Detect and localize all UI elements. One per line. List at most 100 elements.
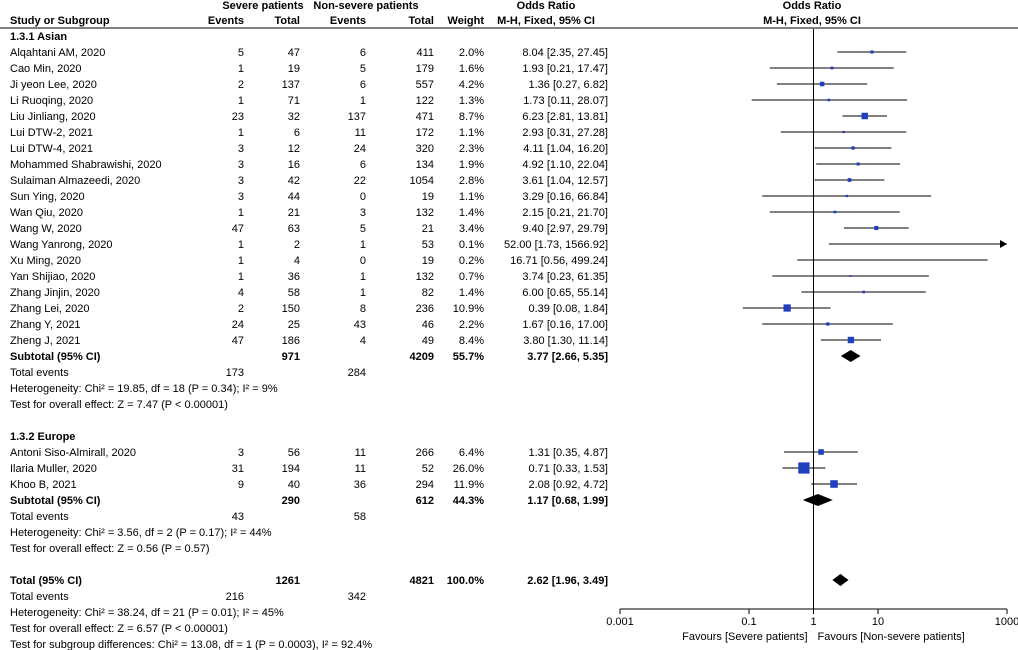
- subtotal-total-severe: 971: [282, 351, 300, 363]
- study-marker: [856, 162, 860, 166]
- cell-total-nonsevere: 19: [422, 255, 434, 267]
- study-marker: [847, 178, 852, 182]
- study-name: Sulaiman Almazeedi, 2020: [10, 175, 140, 187]
- cell-events-severe: 5: [238, 47, 244, 59]
- cell-total-severe: 16: [288, 159, 300, 171]
- subgroup-total-events-nonsevere: 58: [354, 511, 366, 523]
- total-label: Total (95% CI): [10, 575, 82, 587]
- x-tick-label: 0.001: [606, 616, 634, 628]
- study-name: Khoo B, 2021: [10, 479, 77, 491]
- cell-total-nonsevere: 132: [416, 207, 434, 219]
- cell-odds-ratio: 1.93 [0.21, 17.47]: [522, 63, 608, 75]
- cell-weight: 1.4%: [459, 287, 484, 299]
- subtotal-odds-ratio: 1.17 [0.68, 1.99]: [527, 495, 608, 507]
- cell-events-nonsevere: 6: [360, 159, 366, 171]
- cell-total-nonsevere: 122: [416, 95, 434, 107]
- x-tick-label: 1: [810, 616, 816, 628]
- cell-total-nonsevere: 179: [416, 63, 434, 75]
- total-events-nonsevere: 342: [348, 591, 366, 603]
- cell-total-severe: 25: [288, 319, 300, 331]
- total-overall-effect: Test for overall effect: Z = 6.57 (P < 0…: [10, 623, 228, 635]
- study-name: Cao Min, 2020: [10, 63, 82, 75]
- cell-events-nonsevere: 6: [360, 47, 366, 59]
- header-total-severe: Total: [275, 15, 300, 27]
- cell-weight: 4.2%: [459, 79, 484, 91]
- cell-total-severe: 137: [282, 79, 300, 91]
- cell-events-severe: 4: [238, 287, 244, 299]
- study-marker: [798, 462, 810, 474]
- cell-weight: 8.4%: [459, 335, 484, 347]
- cell-events-severe: 47: [232, 223, 244, 235]
- study-marker: [783, 304, 791, 312]
- header-severe-group: Severe patients: [222, 0, 303, 12]
- study-marker: [862, 290, 865, 294]
- cell-events-severe: 3: [238, 175, 244, 187]
- cell-total-nonsevere: 236: [416, 303, 434, 315]
- study-marker: [818, 449, 824, 455]
- cell-total-severe: 4: [294, 255, 300, 267]
- cell-total-severe: 21: [288, 207, 300, 219]
- study-name: Zhang Lei, 2020: [10, 303, 90, 315]
- cell-events-nonsevere: 1: [360, 239, 366, 251]
- header-total-nonsevere: Total: [409, 15, 434, 27]
- cell-weight: 1.6%: [459, 63, 484, 75]
- cell-weight: 8.7%: [459, 111, 484, 123]
- subtotal-total-nonsevere: 4209: [410, 351, 434, 363]
- study-name: Alqahtani AM, 2020: [10, 47, 105, 59]
- subtotal-odds-ratio: 3.77 [2.66, 5.35]: [527, 351, 608, 363]
- study-marker: [830, 480, 838, 488]
- cell-events-severe: 2: [238, 303, 244, 315]
- total-events-label: Total events: [10, 591, 69, 603]
- cell-total-severe: 12: [288, 143, 300, 155]
- cell-total-severe: 58: [288, 287, 300, 299]
- cell-weight: 26.0%: [453, 463, 484, 475]
- cell-total-severe: 44: [288, 191, 300, 203]
- study-name: Wan Qiu, 2020: [10, 207, 83, 219]
- cell-odds-ratio: 4.92 [1.10, 22.04]: [522, 159, 608, 171]
- cell-weight: 1.1%: [459, 127, 484, 139]
- cell-odds-ratio: 2.08 [0.92, 4.72]: [528, 479, 608, 491]
- cell-events-nonsevere: 36: [354, 479, 366, 491]
- cell-total-severe: 36: [288, 271, 300, 283]
- cell-events-severe: 1: [238, 95, 244, 107]
- header-method-table: M-H, Fixed, 95% CI: [497, 15, 595, 27]
- study-marker: [845, 194, 849, 198]
- x-tick-label: 10: [872, 616, 884, 628]
- cell-odds-ratio: 2.15 [0.21, 21.70]: [522, 207, 608, 219]
- ci-arrow: [1000, 240, 1007, 248]
- cell-events-severe: 31: [232, 463, 244, 475]
- cell-total-nonsevere: 19: [422, 191, 434, 203]
- cell-total-nonsevere: 82: [422, 287, 434, 299]
- study-name: Antoni Siso-Almirall, 2020: [10, 447, 136, 459]
- cell-events-nonsevere: 1: [360, 271, 366, 283]
- subgroup-heterogeneity: Heterogeneity: Chi² = 3.56, df = 2 (P = …: [10, 527, 272, 539]
- study-name: Lui DTW-2, 2021: [10, 127, 93, 139]
- cell-events-nonsevere: 3: [360, 207, 366, 219]
- header-study: Study or Subgroup: [10, 15, 110, 27]
- total-total-nonsevere: 4821: [410, 575, 434, 587]
- favours-right-label: Favours [Non-severe patients]: [818, 631, 965, 643]
- total-heterogeneity: Heterogeneity: Chi² = 38.24, df = 21 (P …: [10, 607, 284, 619]
- cell-odds-ratio: 4.11 [1.04, 16.20]: [523, 143, 608, 155]
- cell-events-nonsevere: 0: [360, 191, 366, 203]
- cell-total-severe: 56: [288, 447, 300, 459]
- subtotal-diamond: [802, 494, 833, 506]
- subgroup-heterogeneity: Heterogeneity: Chi² = 19.85, df = 18 (P …: [10, 383, 278, 395]
- cell-events-severe: 1: [238, 127, 244, 139]
- cell-weight: 0.7%: [459, 271, 484, 283]
- favours-left-label: Favours [Severe patients]: [682, 631, 807, 643]
- cell-total-severe: 63: [288, 223, 300, 235]
- study-name: Zhang Y, 2021: [10, 319, 81, 331]
- cell-events-nonsevere: 5: [360, 63, 366, 75]
- cell-events-nonsevere: 11: [355, 447, 366, 459]
- subgroup-differences: Test for subgroup differences: Chi² = 13…: [10, 639, 372, 650]
- cell-total-severe: 42: [288, 175, 300, 187]
- subgroup-title: 1.3.2 Europe: [10, 431, 75, 443]
- cell-events-nonsevere: 24: [354, 143, 366, 155]
- subtotal-diamond: [840, 350, 861, 362]
- cell-total-nonsevere: 172: [416, 127, 434, 139]
- study-marker: [847, 336, 855, 344]
- cell-total-severe: 40: [288, 479, 300, 491]
- header-events-nonsevere: Events: [330, 15, 366, 27]
- cell-weight: 1.3%: [459, 95, 484, 107]
